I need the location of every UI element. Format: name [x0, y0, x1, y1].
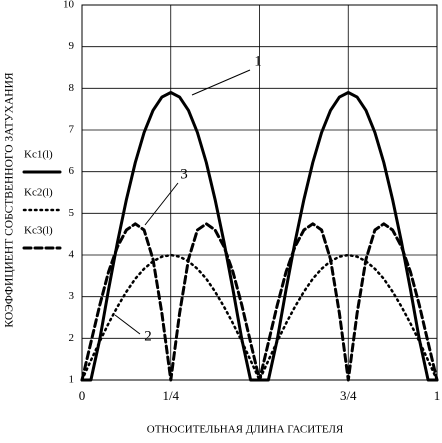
y-axis-title: КОЭФФИЦИЕНТ СОБСТВЕННОГО ЗАТУХАНИЯ — [4, 72, 16, 327]
annotation: 2 — [144, 328, 152, 344]
x-tick-label: 3/4 — [340, 388, 357, 403]
annotation-leader — [191, 69, 251, 96]
y-tick-label: 5 — [69, 207, 75, 219]
x-tick-label: 0 — [79, 388, 86, 403]
x-tick-label: 1 — [434, 388, 441, 403]
y-tick-label: 2 — [69, 332, 75, 344]
x-tick-label: 1/4 — [162, 388, 179, 403]
x-axis-title: ОТНОСИТЕЛЬНАЯ ДЛИНА ГАСИТЕЛЯ — [147, 424, 344, 436]
y-tick-label: 1 — [69, 374, 75, 386]
y-tick-label: 10 — [63, 0, 75, 11]
legend-label: Kc2(l) — [24, 187, 53, 199]
annotation-leader — [144, 182, 179, 226]
y-tick-label: 6 — [69, 165, 75, 177]
series-line — [80, 222, 439, 382]
legend-label: Kc1(l) — [24, 149, 53, 161]
y-tick-label: 9 — [69, 40, 75, 52]
y-tick-label: 7 — [69, 124, 75, 136]
y-tick-label: 3 — [69, 290, 75, 302]
y-tick-label: 8 — [69, 82, 75, 94]
annotation-leader — [114, 314, 141, 335]
y-tick-label: 4 — [69, 249, 75, 261]
series-line — [80, 253, 439, 382]
annotation: 1 — [254, 53, 262, 69]
annotation: 3 — [180, 166, 188, 182]
legend-label: Kc3(l) — [24, 225, 53, 237]
